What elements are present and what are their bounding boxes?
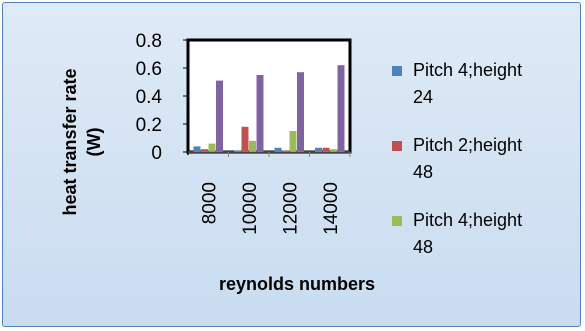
- legend-label: Pitch 2;height: [413, 135, 522, 155]
- bar: [337, 65, 345, 152]
- plot-area: [186, 38, 352, 154]
- x-tick-label: 10000: [240, 182, 261, 235]
- bar: [216, 80, 223, 152]
- bar: [315, 147, 322, 152]
- y-axis-label-line2: (W): [84, 128, 104, 157]
- legend: Pitch 4;height 24 Pitch 2;height 48 Pitch 4;…: [392, 60, 522, 257]
- y-tick-label: 0.6: [136, 59, 162, 80]
- bar: [322, 147, 330, 152]
- y-tick-label: 0.4: [136, 87, 163, 108]
- y-axis-label-line1: heat transfer rate: [60, 68, 80, 215]
- bar: [208, 143, 216, 152]
- legend-label: 24: [413, 87, 433, 107]
- x-axis-label: reynolds numbers: [219, 274, 375, 294]
- bar: [289, 131, 297, 152]
- bar: [234, 150, 241, 152]
- bar: [201, 149, 208, 152]
- bar: [282, 150, 289, 152]
- bar: [249, 140, 256, 152]
- bar: [193, 146, 201, 152]
- bar: [256, 75, 264, 152]
- bar: [274, 147, 282, 152]
- legend-swatch: [392, 216, 402, 226]
- bar: [297, 72, 304, 152]
- legend-label: Pitch 4;height: [413, 210, 522, 230]
- legend-swatch: [392, 66, 402, 76]
- y-tick-label: 0.8: [136, 31, 162, 52]
- y-tick-label: 0: [151, 143, 162, 164]
- legend-label: 48: [413, 162, 433, 182]
- bar: [330, 149, 337, 152]
- legend-swatch: [392, 141, 402, 151]
- x-tick-label: 12000: [280, 182, 301, 235]
- bar: [241, 126, 249, 152]
- x-tick-label: 14000: [321, 182, 342, 235]
- legend-label: Pitch 4;height: [413, 60, 522, 80]
- y-tick-label: 0.2: [136, 115, 162, 136]
- x-tick-label: 8000: [199, 182, 220, 224]
- legend-label: 48: [413, 237, 433, 257]
